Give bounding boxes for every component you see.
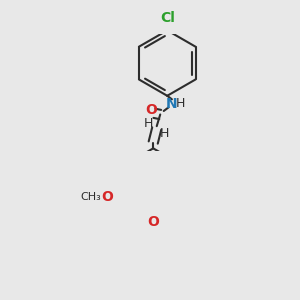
Text: H: H <box>144 117 153 130</box>
Text: O: O <box>101 190 113 204</box>
Text: CH₃: CH₃ <box>81 192 101 203</box>
Text: Cl: Cl <box>160 11 175 25</box>
Text: O: O <box>147 215 159 229</box>
Text: N: N <box>166 97 178 111</box>
Text: O: O <box>145 103 157 117</box>
Text: H: H <box>176 98 185 110</box>
Text: H: H <box>160 127 170 140</box>
